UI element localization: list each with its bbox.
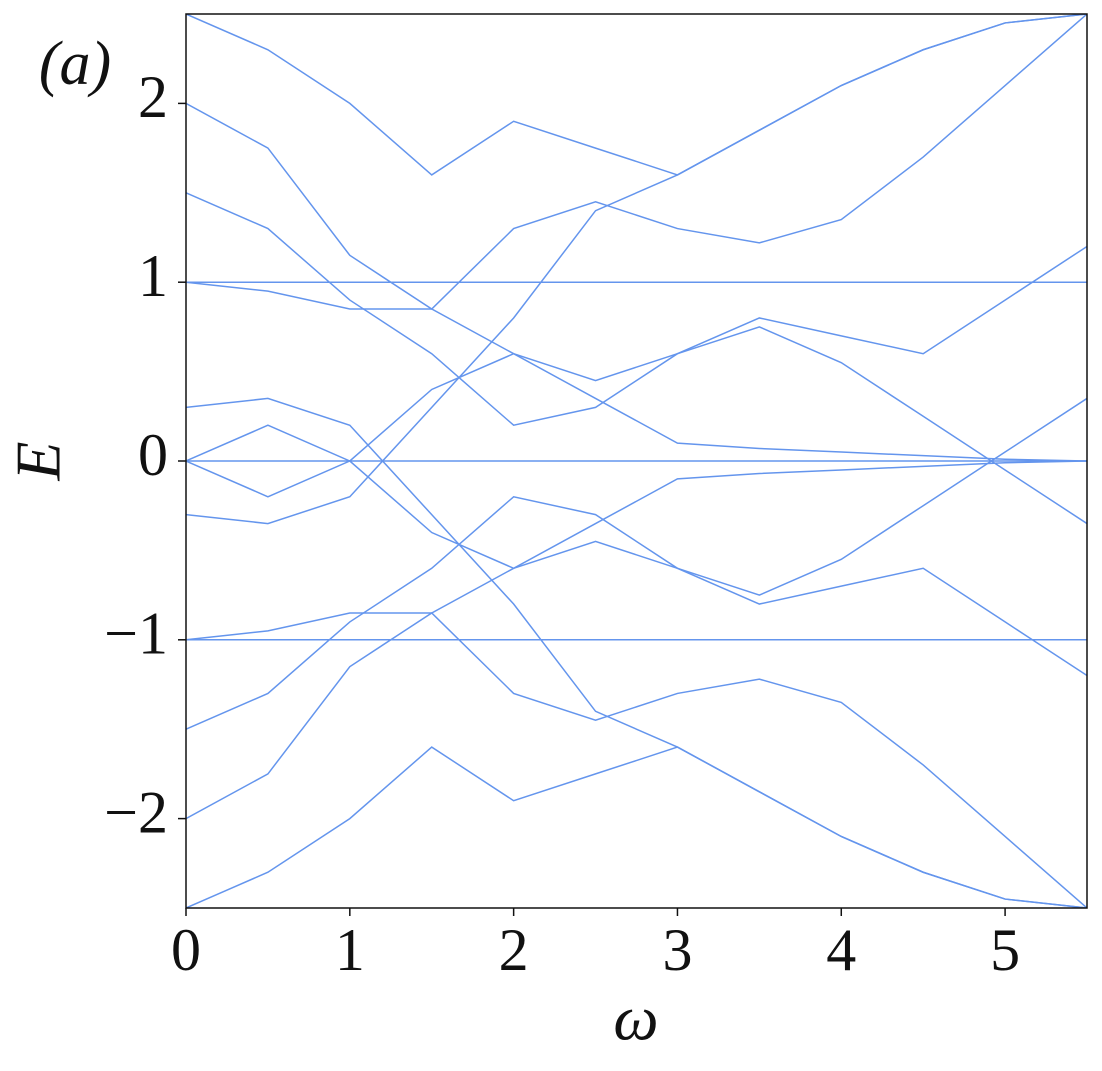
x-tick-label: 5 — [990, 917, 1020, 983]
x-tick-label: 1 — [335, 917, 365, 983]
y-axis-label: E — [3, 441, 74, 481]
spectrum-line — [186, 397, 1087, 641]
spectrum-line — [186, 746, 1087, 908]
spectrum-line — [186, 352, 1087, 462]
panel-label: (a) — [39, 30, 111, 98]
y-tick-label: −1 — [104, 601, 168, 667]
x-tick-label: 4 — [826, 917, 856, 983]
y-tick-label: 1 — [138, 243, 168, 309]
spectrum-line — [186, 460, 1087, 570]
plot-lines — [186, 14, 1087, 908]
spectrum-line — [186, 14, 1087, 176]
x-axis-label: ω — [613, 983, 658, 1054]
spectrum-line — [186, 192, 1087, 427]
spectrum-line — [186, 14, 1087, 310]
x-tick-label: 0 — [171, 917, 201, 983]
spectrum-line — [186, 281, 1087, 525]
x-tick-label: 2 — [499, 917, 529, 983]
spectrum-line — [186, 612, 1087, 908]
x-tick-label: 3 — [662, 917, 692, 983]
y-tick-label: 2 — [138, 64, 168, 130]
y-tick-label: −2 — [104, 779, 168, 845]
spectrum-line — [186, 14, 1087, 525]
spectrum-line — [186, 397, 1087, 908]
spectrum-line — [186, 495, 1087, 730]
y-tick-label: 0 — [138, 422, 168, 488]
